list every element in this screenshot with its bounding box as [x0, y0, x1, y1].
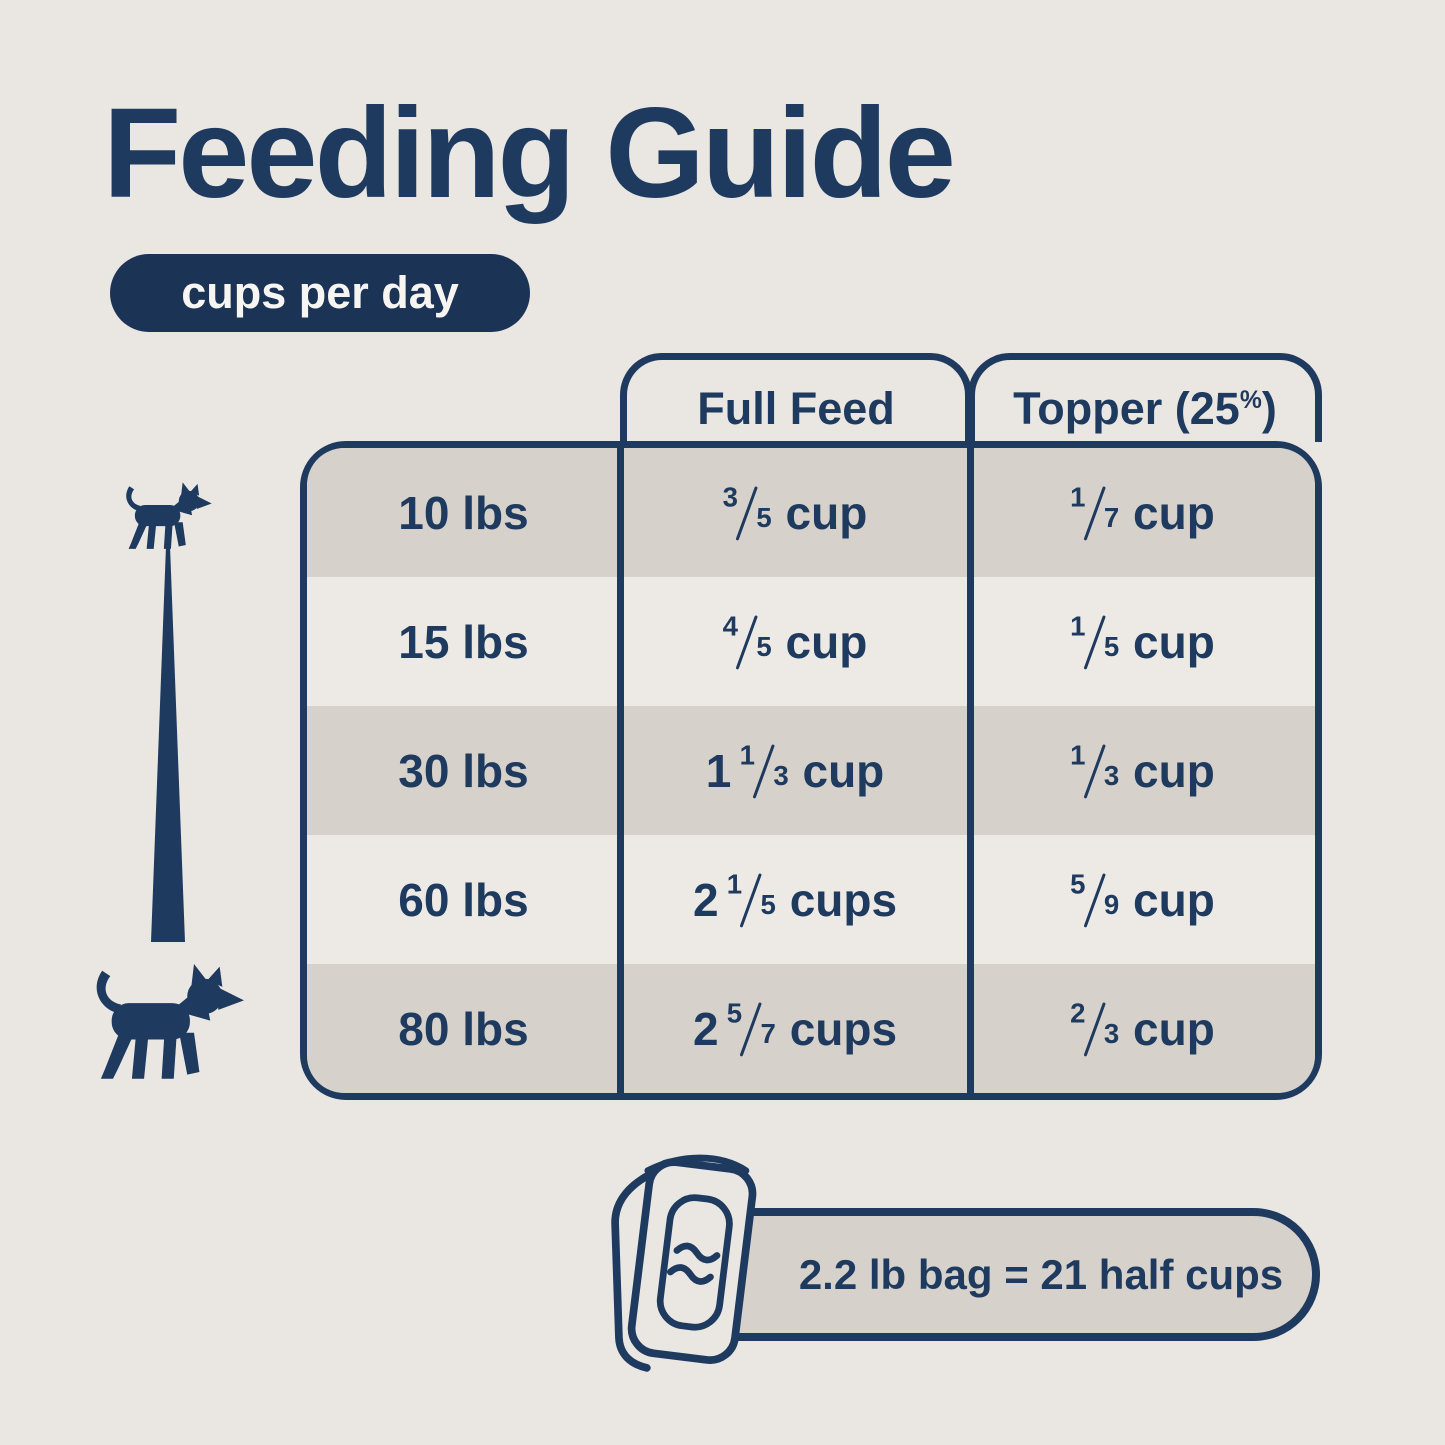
column-header-full-feed: Full Feed: [620, 353, 972, 442]
column-divider: [967, 448, 974, 1093]
large-dog-icon: [96, 963, 244, 1079]
topper-header-label: Topper (25%): [1013, 383, 1277, 435]
fraction-numerator: 4: [722, 610, 739, 642]
fraction-numerator: 1: [739, 739, 755, 771]
fraction-slash: [1087, 874, 1103, 926]
fraction-denominator: 5: [760, 888, 776, 920]
value-unit: cups: [789, 873, 898, 926]
full-feed-header-label: Full Feed: [697, 383, 895, 434]
small-dog-icon: [126, 482, 212, 549]
fraction-denominator: 3: [1103, 759, 1120, 791]
bag-yield-note: 2.2 lb bag = 21 half cups: [700, 1208, 1320, 1341]
value-unit: cup: [1133, 615, 1215, 668]
fraction-slash: [739, 487, 755, 539]
fraction-slash: [1087, 745, 1103, 797]
fraction-numerator: 5: [726, 997, 743, 1029]
full-feed-cell: 2 1 5 cups: [620, 835, 970, 964]
table-row: 60 lbs 2 1 5 cups 5 9 cup: [307, 835, 1315, 964]
feeding-table-body: 10 lbs 3 5 cup 1 7 cup 15 lbs 4 5 cup 1 5 cup 30…: [307, 448, 1315, 1093]
size-increase-wedge: [151, 546, 185, 942]
full-feed-cell: 4 5 cup: [620, 577, 970, 706]
value-whole: 1: [705, 744, 732, 797]
fraction-slash: [1087, 487, 1103, 539]
value-unit: cups: [789, 1002, 898, 1055]
table-row: 30 lbs 1 1 3 cup 1 3 cup: [307, 706, 1315, 835]
fraction-slash: [1087, 1003, 1103, 1055]
value-unit: cup: [1133, 486, 1215, 539]
fraction-numerator: 5: [1070, 868, 1086, 900]
fraction-slash: [744, 874, 760, 926]
fraction-denominator: 7: [1103, 501, 1120, 533]
value-unit: cup: [1133, 873, 1215, 926]
table-row: 80 lbs 2 5 7 cups 2 3 cup: [307, 964, 1315, 1093]
topper-cell: 1 5 cup: [970, 577, 1315, 706]
topper-header-pre: Topper (25: [1013, 383, 1240, 434]
column-divider: [617, 448, 624, 1093]
fraction-denominator: 7: [760, 1017, 776, 1049]
fraction-denominator: 3: [1103, 1017, 1120, 1049]
feeding-table: 10 lbs 3 5 cup 1 7 cup 15 lbs 4 5 cup 1 5 cup 30…: [300, 441, 1322, 1100]
fraction-denominator: 3: [773, 759, 789, 791]
fraction-numerator: 1: [1070, 739, 1086, 771]
bag-yield-text: 2.2 lb bag = 21 half cups: [798, 1250, 1284, 1298]
page-title: Feeding Guide: [103, 82, 956, 225]
table-row: 10 lbs 3 5 cup 1 7 cup: [307, 448, 1315, 577]
subtitle-label: cups per day: [181, 267, 459, 318]
fraction-numerator: 1: [1070, 481, 1086, 513]
fraction-denominator: 5: [756, 630, 772, 662]
full-feed-cell: 2 5 7 cups: [620, 964, 970, 1093]
fraction-denominator: 5: [1103, 630, 1120, 662]
weight-cell: 80 lbs: [398, 1002, 529, 1055]
value-unit: cup: [785, 615, 868, 668]
weight-cell: 30 lbs: [398, 744, 529, 797]
fraction-numerator: 1: [726, 868, 743, 900]
weight-cell: 60 lbs: [398, 873, 529, 926]
topper-cell: 1 7 cup: [970, 448, 1315, 577]
value-unit: cup: [1133, 1002, 1215, 1055]
column-header-topper: Topper (25%): [968, 353, 1322, 442]
value-unit: cup: [1133, 744, 1215, 797]
topper-header-post: ): [1261, 383, 1277, 434]
value-whole: 2: [692, 1002, 719, 1055]
fraction-slash: [756, 745, 772, 797]
subtitle-pill: cups per day: [110, 254, 530, 332]
value-whole: 2: [692, 873, 719, 926]
topper-cell: 2 3 cup: [970, 964, 1315, 1093]
fraction-numerator: 3: [722, 481, 739, 513]
value-unit: cup: [802, 744, 885, 797]
topper-cell: 5 9 cup: [970, 835, 1315, 964]
fraction-numerator: 2: [1070, 997, 1086, 1029]
table-row: 15 lbs 4 5 cup 1 5 cup: [307, 577, 1315, 706]
fraction-numerator: 1: [1070, 610, 1086, 642]
weight-cell: 15 lbs: [398, 615, 529, 668]
fraction-denominator: 5: [756, 501, 772, 533]
value-unit: cup: [785, 486, 868, 539]
full-feed-cell: 3 5 cup: [620, 448, 970, 577]
weight-cell: 10 lbs: [398, 486, 529, 539]
fraction-slash: [1087, 616, 1103, 668]
dog-food-bag-icon: [611, 1154, 757, 1372]
fraction-slash: [739, 616, 755, 668]
full-feed-cell: 1 1 3 cup: [620, 706, 970, 835]
fraction-slash: [744, 1003, 760, 1055]
topper-cell: 1 3 cup: [970, 706, 1315, 835]
percent-superscript: %: [1239, 387, 1262, 414]
fraction-denominator: 9: [1103, 888, 1120, 920]
